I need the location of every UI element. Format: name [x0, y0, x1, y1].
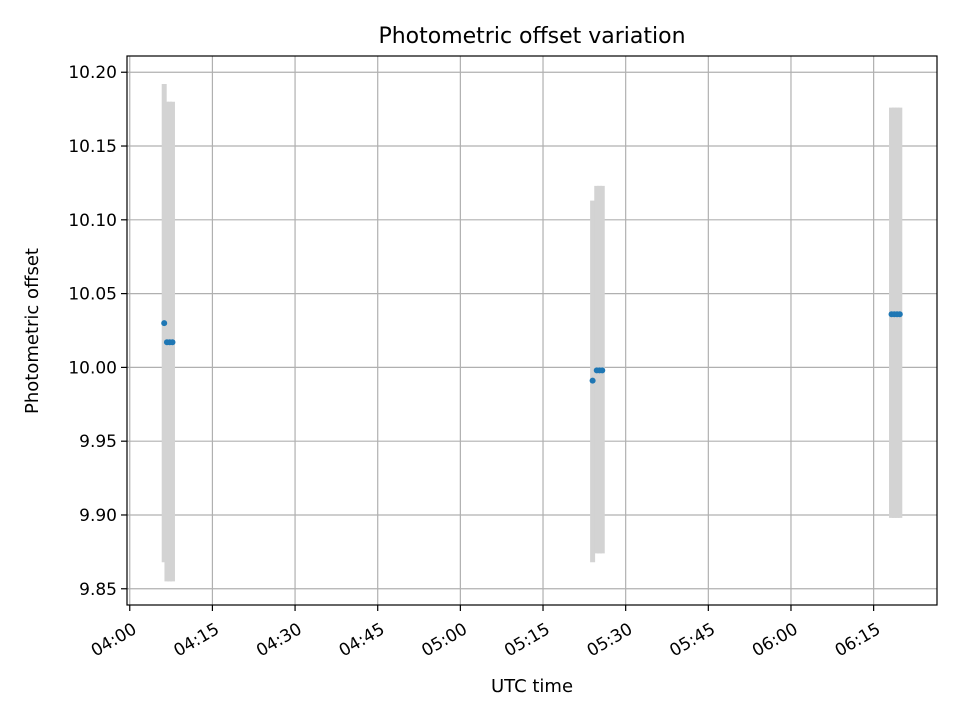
x-tick-label: 05:15: [501, 619, 553, 661]
y-axis-ticks: 9.85 9.90 9.95 10.00 10.05 10.10 10.15 10.20: [68, 63, 127, 600]
y-tick-label: 10.00: [68, 358, 117, 378]
y-tick-label: 9.85: [79, 580, 117, 600]
x-tick-label: 04:00: [88, 619, 140, 661]
y-tick-label: 10.15: [68, 137, 117, 157]
y-axis-label: Photometric offset: [22, 248, 43, 414]
data-point: [589, 377, 596, 384]
data-point: [169, 339, 176, 346]
plot-frame: [126, 55, 938, 606]
x-tick-label: 04:45: [336, 619, 388, 661]
x-axis-ticks: 04:00 04:15 04:30 04:45 05:00 05:15 05:30 05:45…: [88, 605, 884, 661]
grid-layer: [127, 56, 937, 605]
chart-title: Photometric offset variation: [378, 24, 685, 49]
data-point: [896, 311, 903, 318]
x-tick-label: 04:15: [170, 619, 222, 661]
data-points-layer: [161, 311, 903, 384]
data-point: [161, 320, 168, 327]
y-tick-label: 10.05: [68, 285, 117, 305]
error-band-layer: [161, 84, 903, 582]
x-axis-label: UTC time: [491, 676, 573, 697]
x-tick-label: 06:00: [749, 619, 801, 661]
x-tick-label: 06:15: [832, 619, 884, 661]
x-tick-label: 05:45: [666, 619, 718, 661]
x-tick-label: 05:00: [418, 619, 470, 661]
data-point: [599, 367, 606, 374]
y-tick-label: 9.90: [79, 506, 117, 526]
y-tick-label: 9.95: [79, 432, 117, 452]
y-tick-label: 10.20: [68, 63, 117, 83]
x-tick-label: 04:30: [253, 619, 305, 661]
x-tick-label: 05:30: [584, 619, 636, 661]
y-tick-label: 10.10: [68, 211, 117, 231]
